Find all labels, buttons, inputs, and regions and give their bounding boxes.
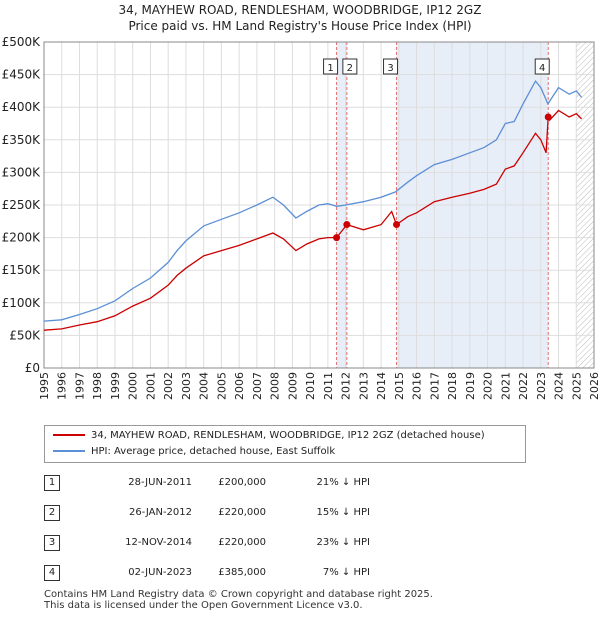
sale-point: [333, 234, 341, 242]
y-tick-label: £450K: [2, 68, 42, 82]
y-tick-label: £350K: [2, 133, 42, 147]
y-tick-label: £250K: [2, 198, 42, 212]
sale-number-box: [342, 58, 358, 75]
chart-title-line2: Price paid vs. HM Land Registry's House …: [128, 19, 472, 33]
x-tick-label: 2004: [198, 372, 211, 400]
x-tick-label: 2025: [570, 372, 583, 400]
legend-item-property: 34, MAYHEW ROAD, RENDLESHAM, WOODBRIDGE,…: [53, 428, 485, 444]
sale-point: [343, 221, 351, 229]
footer-copyright: Contains HM Land Registry data © Crown c…: [44, 589, 433, 600]
sale-number-label: 1: [327, 63, 333, 74]
y-tick-label: £400K: [2, 100, 42, 114]
sale-number-box: [534, 58, 550, 75]
x-tick-label: 2009: [286, 372, 299, 400]
x-tick-label: 2015: [393, 372, 406, 400]
y-tick-label: £300K: [2, 165, 42, 179]
legend-swatch-red: [53, 434, 85, 436]
chart-title-line1: 34, MAYHEW ROAD, RENDLESHAM, WOODBRIDGE,…: [118, 3, 482, 17]
sale-date: 28-JUN-2011: [128, 477, 192, 488]
legend: 34, MAYHEW ROAD, RENDLESHAM, WOODBRIDGE,…: [44, 425, 526, 463]
y-tick-label: £150K: [2, 263, 42, 277]
x-tick-label: 2001: [144, 372, 157, 400]
y-tick-label: £100K: [2, 296, 42, 310]
x-tick-label: 2002: [162, 372, 175, 400]
x-tick-label: 2026: [588, 372, 600, 400]
x-tick-label: 2020: [482, 372, 495, 400]
sale-number: 4: [44, 565, 60, 581]
sale-number-label: 2: [347, 63, 353, 74]
sale-date: 02-JUN-2023: [128, 567, 192, 578]
x-tick-label: 2012: [340, 372, 353, 400]
x-tick-label: 2014: [375, 372, 388, 400]
x-tick-label: 2019: [464, 372, 477, 400]
x-tick-label: 2000: [127, 372, 140, 400]
sale-price: £220,000: [218, 507, 266, 518]
sale-row-4: 4 02-JUN-2023 £385,000 7% ↓ HPI: [0, 564, 600, 582]
x-tick-label: 1995: [38, 372, 51, 400]
sale-hpi-diff: 15% ↓ HPI: [316, 507, 370, 518]
sale-row-3: 3 12-NOV-2014 £220,000 23% ↓ HPI: [0, 534, 600, 552]
x-tick-label: 2006: [233, 372, 246, 400]
sale-price: £385,000: [218, 567, 266, 578]
sale-price: £220,000: [218, 537, 266, 548]
x-tick-label: 1997: [73, 372, 86, 400]
x-tick-label: 2016: [411, 372, 424, 400]
sale-row-1: 1 28-JUN-2011 £200,000 21% ↓ HPI: [0, 474, 600, 492]
x-tick-label: 2005: [215, 372, 228, 400]
x-tick-label: 2013: [357, 372, 370, 400]
x-tick-label: 2007: [251, 372, 264, 400]
legend-item-hpi: HPI: Average price, detached house, East…: [53, 444, 335, 460]
x-tick-label: 2018: [446, 372, 459, 400]
sale-hpi-diff: 21% ↓ HPI: [316, 477, 370, 488]
sale-date: 26-JAN-2012: [128, 507, 192, 518]
plot-border: [43, 41, 595, 369]
x-tick-label: 2024: [553, 372, 566, 400]
sale-row-2: 2 26-JAN-2012 £220,000 15% ↓ HPI: [0, 504, 600, 522]
sale-point: [393, 221, 401, 229]
sale-date: 12-NOV-2014: [125, 537, 192, 548]
x-tick-label: 2003: [180, 372, 193, 400]
footer: Contains HM Land Registry data © Crown c…: [44, 589, 584, 611]
x-tick-label: 2021: [499, 372, 512, 400]
sale-number: 1: [44, 475, 60, 491]
sale-number: 2: [44, 505, 60, 521]
property-series-line: [43, 109, 583, 331]
sale-price: £200,000: [218, 477, 266, 488]
sale-number-box: [323, 58, 339, 75]
legend-swatch-blue: [53, 450, 85, 452]
footer-licence: This data is licensed under the Open Gov…: [44, 600, 363, 611]
y-tick-label: £500K: [2, 35, 42, 49]
x-tick-label: 1999: [109, 372, 122, 400]
price-chart: £0 £50K £100K £150K £200K £250K £300K £350K £400…: [2, 35, 600, 400]
legend-label-hpi: HPI: Average price, detached house, East…: [91, 446, 336, 457]
sale-number-box: [383, 58, 399, 75]
x-tick-label: 2017: [428, 372, 441, 400]
hpi-series-line: [43, 79, 583, 322]
sale-number-label: 3: [387, 63, 393, 74]
sale-number: 3: [44, 535, 60, 551]
sale-point: [544, 113, 552, 121]
x-tick-label: 1996: [56, 372, 69, 400]
x-tick-label: 2011: [322, 372, 335, 400]
x-tick-label: 2022: [517, 372, 530, 400]
y-tick-label: £0: [25, 361, 40, 375]
x-tick-label: 2023: [535, 372, 548, 400]
y-tick-label: £50K: [9, 328, 41, 342]
sale-hpi-diff: 23% ↓ HPI: [316, 537, 370, 548]
x-tick-label: 2010: [304, 372, 317, 400]
legend-label-property: 34, MAYHEW ROAD, RENDLESHAM, WOODBRIDGE,…: [91, 430, 485, 441]
x-tick-label: 2008: [269, 372, 282, 400]
sale-number-label: 4: [539, 63, 545, 74]
sale-hpi-diff: 7% ↓ HPI: [322, 567, 370, 578]
x-tick-label: 1998: [91, 372, 104, 400]
y-tick-label: £200K: [2, 231, 42, 245]
